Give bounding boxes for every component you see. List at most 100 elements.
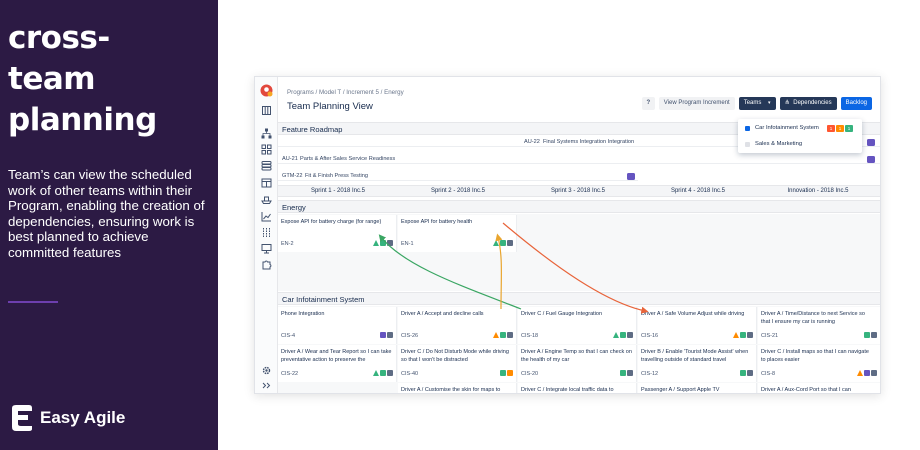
section-title: Feature Roadmap [282, 125, 343, 134]
dependencies-button[interactable]: ⋔ Dependencies [779, 97, 837, 110]
badge: 1 [836, 125, 844, 132]
card-key: CIS-12 [641, 371, 659, 377]
dependency-icon [373, 370, 379, 376]
feature-flag-icon [627, 172, 635, 180]
avatar-icon [387, 332, 393, 338]
calendar-icon[interactable] [261, 177, 272, 188]
board-icon[interactable] [261, 105, 272, 116]
epic-icon [864, 370, 870, 376]
avatar-icon [871, 370, 877, 376]
feature-bar[interactable]: AU-21 Parts & After Sales Service Readin… [278, 154, 880, 164]
backlog-button[interactable]: Backlog [840, 97, 872, 110]
card-key: CIS-22 [281, 371, 299, 377]
expand-chevron-icon[interactable] [261, 380, 272, 391]
issue-card[interactable]: Driver C / Install maps so that I can na… [758, 345, 880, 382]
card-title: Driver A / Time/Distance to next Service… [761, 311, 865, 325]
team-option-label: Sales & Marketing [755, 141, 803, 147]
team-badges: 1 1 1 [827, 125, 853, 132]
card-title: Driver B / Enable 'Tourist Mode Assist' … [641, 349, 749, 363]
issue-card[interactable]: Passenger A / Support Apple TV [638, 383, 757, 393]
issue-card[interactable]: Expose API for battery health EN-1 [398, 215, 517, 252]
chevron-down-icon: ▾ [768, 100, 771, 106]
issue-card[interactable]: Driver C / Fuel Gauge Integration CIS-18 [518, 307, 637, 344]
card-title: Driver A / Aux-Cord Port so that I can [761, 387, 851, 393]
issue-card[interactable]: Driver A / Time/Distance to next Service… [758, 307, 880, 344]
card-icons [857, 370, 877, 376]
issue-card[interactable]: Driver A / Wear and Tear Report so I can… [278, 345, 397, 382]
checkbox-unchecked[interactable] [745, 142, 750, 147]
puzzle-icon[interactable] [261, 259, 272, 270]
story-icon [864, 332, 870, 338]
brand-name: Easy Agile [40, 408, 126, 427]
feature-bar[interactable]: GTM-22 Fit & Finish Press Testing [278, 171, 638, 181]
side-rail [255, 77, 278, 393]
avatar-icon [387, 240, 393, 246]
card-icons [493, 240, 513, 246]
ship-icon[interactable] [261, 194, 272, 205]
chart-icon[interactable] [261, 211, 272, 222]
checkbox-checked[interactable] [745, 126, 750, 131]
status-icon [507, 370, 513, 376]
view-program-increment-button[interactable]: View Program Increment [658, 97, 735, 110]
divider [8, 301, 58, 303]
card-icons [373, 240, 393, 246]
card-title: Expose API for battery charge (for range… [281, 219, 382, 225]
dependency-icon [613, 332, 619, 338]
card-title: Driver A / Customise the skin for maps t… [401, 387, 501, 393]
card-key: CIS-4 [281, 333, 296, 339]
columns-icon[interactable] [261, 227, 272, 238]
issue-card[interactable]: Driver B / Enable 'Tourist Mode Assist' … [638, 345, 757, 382]
issue-card[interactable]: Driver A / Safe Volume Adjust while driv… [638, 307, 757, 344]
help-button[interactable]: ? [641, 97, 655, 110]
database-icon[interactable] [261, 160, 272, 171]
sprint-header: Sprint 1 - 2018 Inc.5 [310, 188, 366, 194]
team-option-sales-marketing[interactable]: Sales & Marketing [742, 138, 858, 151]
story-icon [380, 370, 386, 376]
feature-key: AU-21 [282, 156, 298, 162]
monitor-icon[interactable] [261, 243, 272, 254]
story-icon [500, 332, 506, 338]
avatar-icon [747, 370, 753, 376]
card-title: Phone Integration [281, 311, 325, 317]
swimlane-title: Car Infotainment System [282, 295, 365, 304]
issue-card[interactable]: Driver C / Integrate local traffic data … [518, 383, 637, 393]
avatar-icon [747, 332, 753, 338]
card-key: CIS-18 [521, 333, 539, 339]
feature-label: Parts & After Sales Service Readiness [300, 156, 396, 162]
story-icon [500, 240, 506, 246]
card-key: EN-1 [401, 241, 414, 247]
issue-card[interactable]: Expose API for battery charge (for range… [278, 215, 397, 252]
breadcrumb[interactable]: Programs / Model T / Increment 5 / Energ… [287, 89, 404, 96]
issue-card[interactable]: Driver A / Aux-Cord Port so that I can [758, 383, 880, 393]
project-avatar-icon[interactable] [260, 84, 273, 97]
team-option-car-infotainment[interactable]: Car Infotainment System 1 1 1 [742, 122, 858, 135]
issue-card[interactable]: Phone Integration CIS-4 [278, 307, 397, 344]
teams-dropdown-button[interactable]: Teams ▾ [738, 97, 776, 110]
grid-icon[interactable] [261, 144, 272, 155]
story-icon [380, 240, 386, 246]
promo-panel: cross- team planning Team’s can view the… [0, 0, 218, 450]
issue-card[interactable]: Driver A / Accept and decline calls CIS-… [398, 307, 517, 344]
card-icons [500, 370, 513, 376]
issue-card[interactable]: Driver A / Customise the skin for maps t… [398, 383, 517, 393]
card-icons [493, 332, 513, 338]
issue-card[interactable]: Driver C / Do Not Disturb Mode while dri… [398, 345, 517, 382]
feature-bar[interactable]: AU-22 Final Systems Integration Integrat… [278, 137, 880, 147]
dependency-icon [493, 240, 499, 246]
sprint-header: Sprint 4 - 2018 Inc.5 [670, 188, 726, 194]
issue-card[interactable]: Driver A / Engine Temp so that I can che… [518, 345, 637, 382]
headline: cross- team planning [8, 18, 208, 141]
sprint-header: Innovation - 2018 Inc.5 [787, 188, 849, 194]
settings-gear-icon[interactable] [261, 365, 272, 376]
card-key: CIS-8 [761, 371, 776, 377]
card-icons [373, 370, 393, 376]
dependencies-icon: ⋔ [784, 100, 790, 106]
card-title: Driver A / Accept and decline calls [401, 311, 484, 317]
sprint-header-row: Sprint 1 - 2018 Inc.5 Sprint 2 - 2018 In… [278, 185, 880, 197]
hierarchy-icon[interactable] [261, 128, 272, 139]
header-toolbar: ? View Program Increment Teams ▾ ⋔ Depen… [641, 97, 872, 110]
dependency-icon [493, 332, 499, 338]
badge: 1 [827, 125, 835, 132]
card-icons [740, 370, 753, 376]
avatar-icon [507, 332, 513, 338]
